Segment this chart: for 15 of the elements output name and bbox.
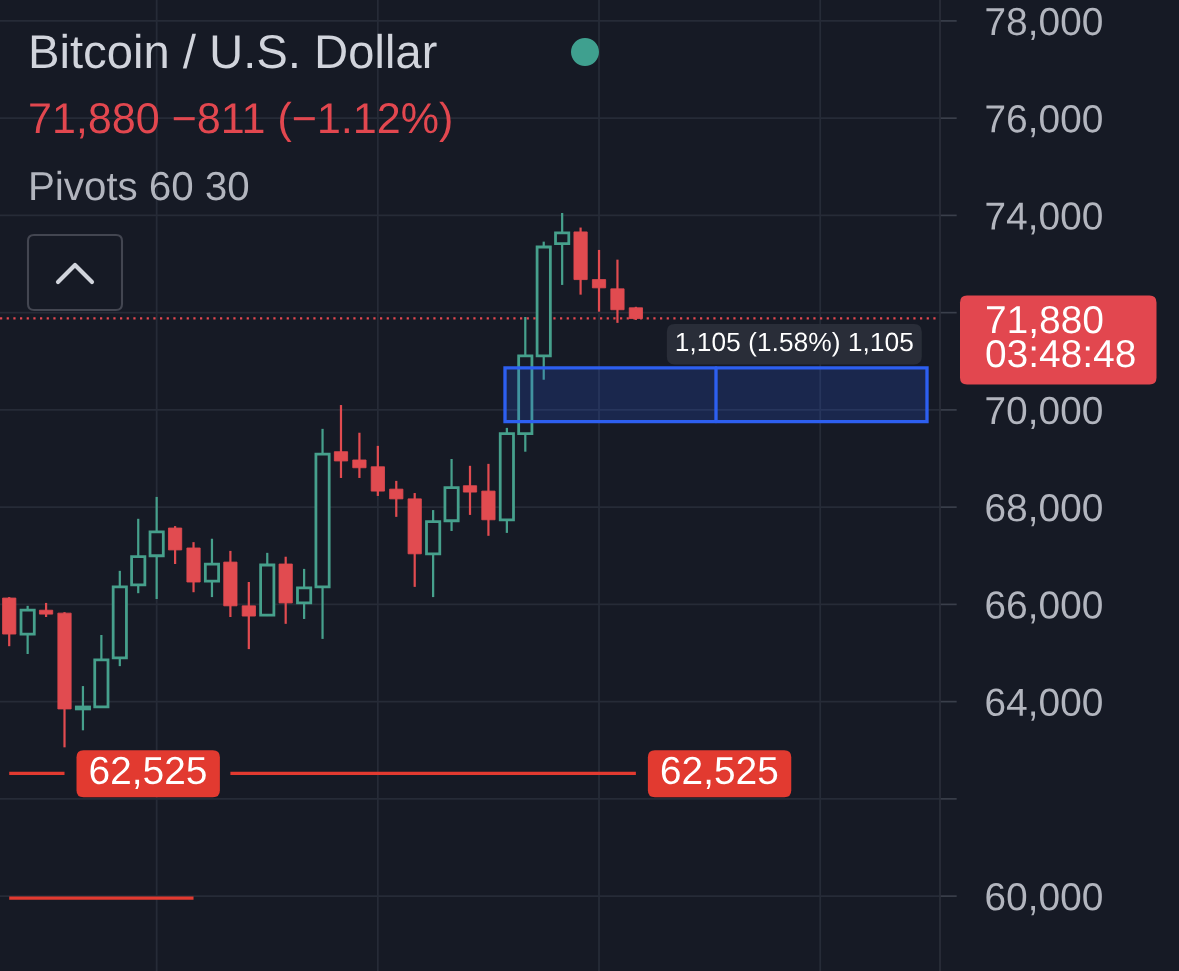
- y-tick-label: 70,000: [986, 396, 1102, 429]
- data-label: 62,525: [90, 756, 206, 789]
- y-tick-label: 78,000: [986, 7, 1102, 40]
- ref-line-label: 71,880 03:48:48: [986, 305, 1135, 368]
- y-tick-label: 74,000: [986, 202, 1102, 235]
- y-tick-label: 60,000: [986, 883, 1102, 916]
- y-tick-label: 64,000: [986, 688, 1102, 721]
- y-tick-label: 66,000: [986, 591, 1102, 624]
- text: Bitcoin / U.S. Dollar: [31, 33, 437, 69]
- annotation: Pivots 60 30: [31, 170, 249, 201]
- band-label: 1,105 (1.58%) 1,105: [676, 331, 913, 357]
- data-label: 62,525: [661, 756, 778, 789]
- text: 71,880 −811 (−1.12%): [30, 101, 451, 142]
- y-tick-label: 68,000: [986, 494, 1102, 527]
- y-tick-label: 76,000: [986, 105, 1102, 138]
